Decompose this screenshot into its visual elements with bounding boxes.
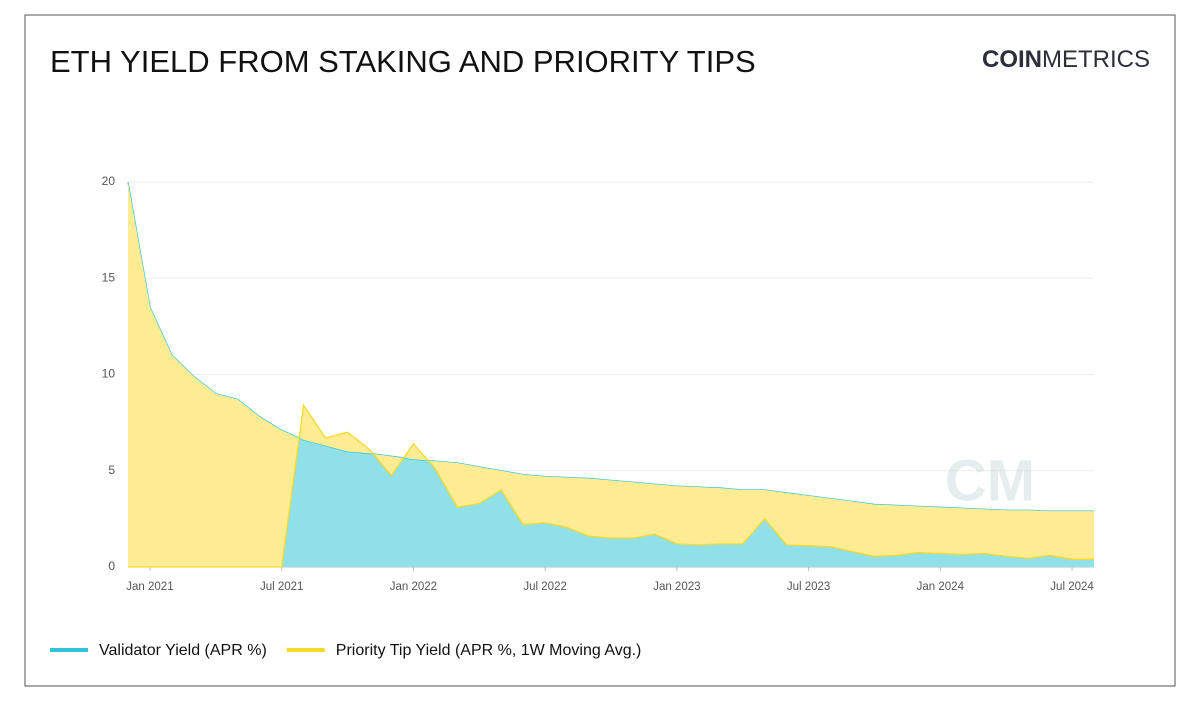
logo-bold: COIN — [982, 46, 1042, 73]
x-tick-label: Jan 2022 — [390, 581, 437, 593]
logo-light: METRICS — [1042, 46, 1150, 73]
plot — [127, 181, 1094, 571]
x-tick-label: Jul 2023 — [787, 581, 830, 593]
watermark: CM — [945, 448, 1035, 513]
chart-title: ETH YIELD FROM STAKING AND PRIORITY TIPS — [50, 44, 756, 79]
legend-label: Priority Tip Yield (APR %, 1W Moving Avg… — [336, 642, 642, 659]
area-line — [128, 403, 1094, 568]
area — [128, 182, 1094, 567]
area — [128, 182, 1094, 567]
y-tick-label: 5 — [108, 463, 115, 477]
y-tick-label: 0 — [108, 559, 115, 573]
x-tick-label: Jan 2021 — [126, 581, 173, 593]
frame — [24, 14, 1176, 687]
x-tick-label: Jul 2024 — [1050, 581, 1094, 593]
legend-label: Validator Yield (APR %) — [99, 642, 267, 659]
x-tick-label: Jan 2024 — [917, 581, 965, 593]
y-tick-label: 15 — [102, 270, 116, 284]
logo: COINMETRICS — [982, 46, 1150, 73]
y-tick-label: 20 — [102, 174, 116, 188]
x-tick-label: Jan 2023 — [653, 581, 700, 593]
x-tick-label: Jul 2022 — [523, 581, 566, 593]
x-tick-label: Jul 2021 — [260, 581, 303, 593]
y-tick-label: 10 — [102, 367, 116, 381]
